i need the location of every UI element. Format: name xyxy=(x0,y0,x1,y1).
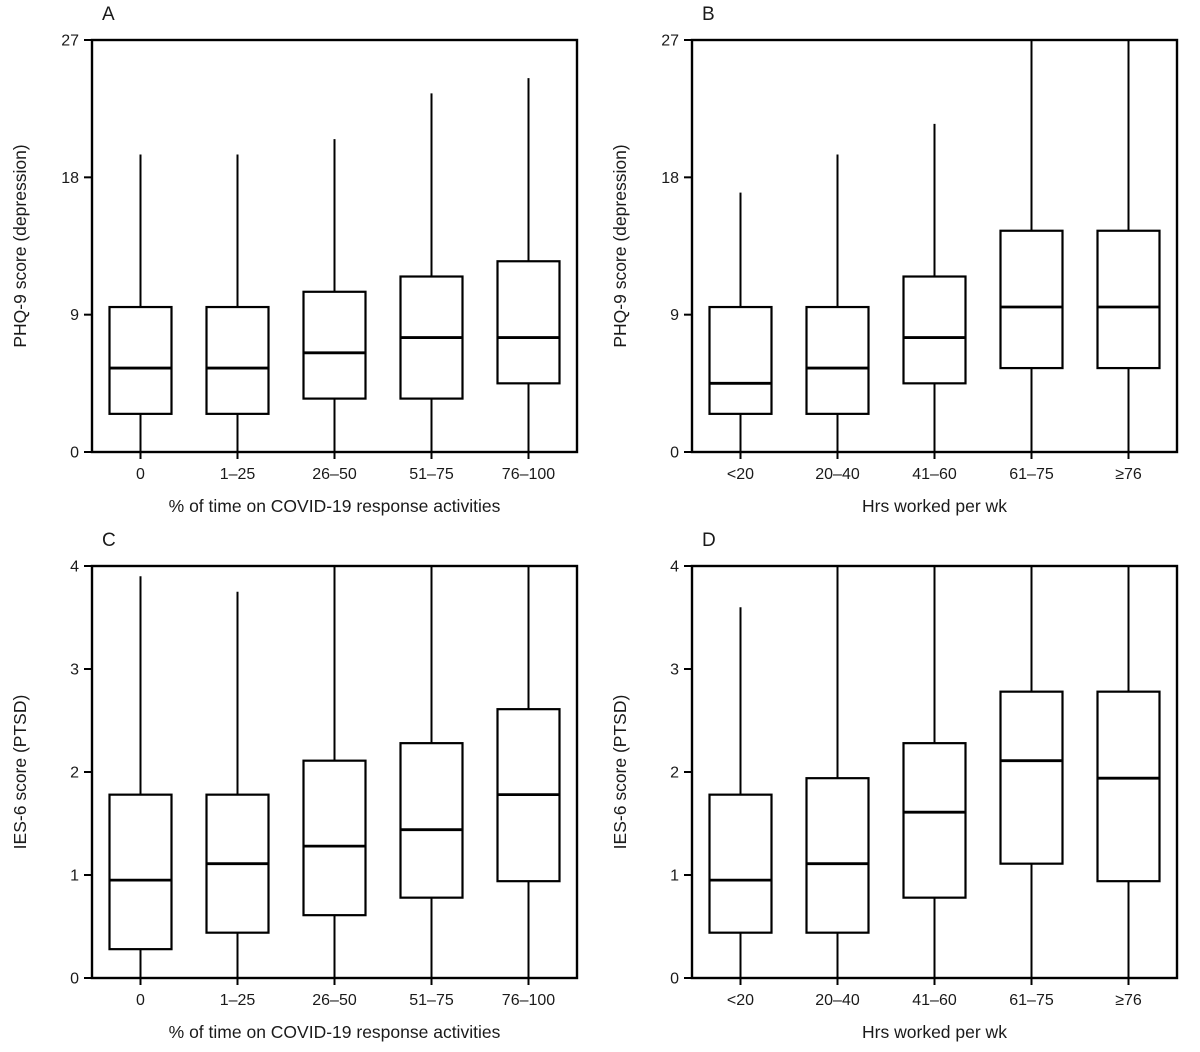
x-tick-label: <20 xyxy=(727,992,754,1009)
box xyxy=(999,229,1064,370)
x-tick-label: 0 xyxy=(136,466,145,483)
y-tick-label: 0 xyxy=(70,445,79,462)
box xyxy=(108,305,173,415)
y-tick-label: 3 xyxy=(670,662,679,679)
y-tick-label: 0 xyxy=(70,971,79,988)
panel-A: A 0 9 18 27 0 1–25 26–50 51–75 76–100% of time o… xyxy=(0,0,600,526)
x-tick-label: 26–50 xyxy=(312,992,357,1009)
x-tick-label: 1–25 xyxy=(220,992,256,1009)
box xyxy=(902,742,967,899)
x-tick-label: 20–40 xyxy=(815,992,860,1009)
panel-B: B 0 9 18 27 <20 20–40 41–60 61–75 ≥76 Hrs worked … xyxy=(600,0,1200,526)
y-tick-label: 0 xyxy=(670,971,679,988)
x-tick-label: ≥76 xyxy=(1115,466,1142,483)
x-axis-label: Hrs worked per wk xyxy=(862,1022,1007,1042)
box xyxy=(805,777,870,934)
x-tick-label: 76–100 xyxy=(502,992,555,1009)
box xyxy=(496,260,561,385)
box xyxy=(108,793,173,951)
panel-letter-C: C xyxy=(102,530,116,551)
box xyxy=(708,793,773,934)
y-tick-label: 3 xyxy=(70,662,79,679)
x-axis-label: % of time on COVID-19 response activitie… xyxy=(169,496,501,516)
x-tick-label: 41–60 xyxy=(912,466,957,483)
panel-letter-B: B xyxy=(702,4,715,25)
y-tick-label: 2 xyxy=(70,765,79,782)
x-axis-label: % of time on COVID-19 response activitie… xyxy=(169,1022,501,1042)
x-tick-label: 61–75 xyxy=(1009,992,1054,1009)
panel-letter-A: A xyxy=(102,4,115,25)
box xyxy=(1096,690,1161,883)
panel-C: C 0 1 2 3 4 0 1–25 26–50 51–75 76–100% of time on… xyxy=(0,526,600,1052)
x-tick-label: 41–60 xyxy=(912,992,957,1009)
y-tick-label: 2 xyxy=(670,765,679,782)
x-tick-label: 51–75 xyxy=(409,466,454,483)
boxplot-ies6-vs-covid-time: 0 1 2 3 4 0 1–25 26–50 51–75 76–100% of time on C… xyxy=(10,559,579,1042)
box xyxy=(1096,229,1161,370)
box xyxy=(399,742,464,899)
boxplot-phq9-vs-hours-worked: 0 9 18 27 <20 20–40 41–60 61–75 ≥76 Hrs worked pe… xyxy=(610,33,1179,516)
x-tick-label: 0 xyxy=(136,992,145,1009)
y-tick-label: 27 xyxy=(61,33,79,50)
x-axis-label: Hrs worked per wk xyxy=(862,496,1007,516)
y-tick-label: 1 xyxy=(70,868,79,885)
y-axis-label: PHQ-9 score (depression) xyxy=(610,144,630,347)
y-tick-label: 0 xyxy=(670,445,679,462)
box xyxy=(302,290,367,400)
x-tick-label: 76–100 xyxy=(502,466,555,483)
box xyxy=(708,305,773,415)
box xyxy=(205,305,270,415)
y-tick-label: 9 xyxy=(70,307,79,324)
y-tick-label: 9 xyxy=(670,307,679,324)
box xyxy=(902,275,967,385)
y-axis-label: IES-6 score (PTSD) xyxy=(610,695,630,850)
panel-D: D 0 1 2 3 4 <20 20–40 41–60 61–75 ≥76 Hrs worked p… xyxy=(600,526,1200,1052)
box xyxy=(302,759,367,917)
y-tick-label: 18 xyxy=(661,170,679,187)
box xyxy=(805,305,870,415)
y-axis-label: IES-6 score (PTSD) xyxy=(10,695,30,850)
y-tick-label: 18 xyxy=(61,170,79,187)
x-tick-label: 1–25 xyxy=(220,466,256,483)
boxplot-phq9-vs-covid-time: 0 9 18 27 0 1–25 26–50 51–75 76–100% of time on … xyxy=(10,33,579,516)
boxplot-ies6-vs-hours-worked: 0 1 2 3 4 <20 20–40 41–60 61–75 ≥76 Hrs worked per… xyxy=(610,559,1179,1042)
x-tick-label: 20–40 xyxy=(815,466,860,483)
x-tick-label: ≥76 xyxy=(1115,992,1142,1009)
box xyxy=(999,690,1064,865)
y-axis-label: PHQ-9 score (depression) xyxy=(10,144,30,347)
y-tick-label: 4 xyxy=(70,559,79,576)
y-tick-label: 1 xyxy=(670,868,679,885)
y-tick-label: 27 xyxy=(661,33,679,50)
x-tick-label: <20 xyxy=(727,466,754,483)
panel-letter-D: D xyxy=(702,530,716,551)
x-tick-label: 51–75 xyxy=(409,992,454,1009)
x-tick-label: 26–50 xyxy=(312,466,357,483)
x-tick-label: 61–75 xyxy=(1009,466,1054,483)
y-tick-label: 4 xyxy=(670,559,679,576)
